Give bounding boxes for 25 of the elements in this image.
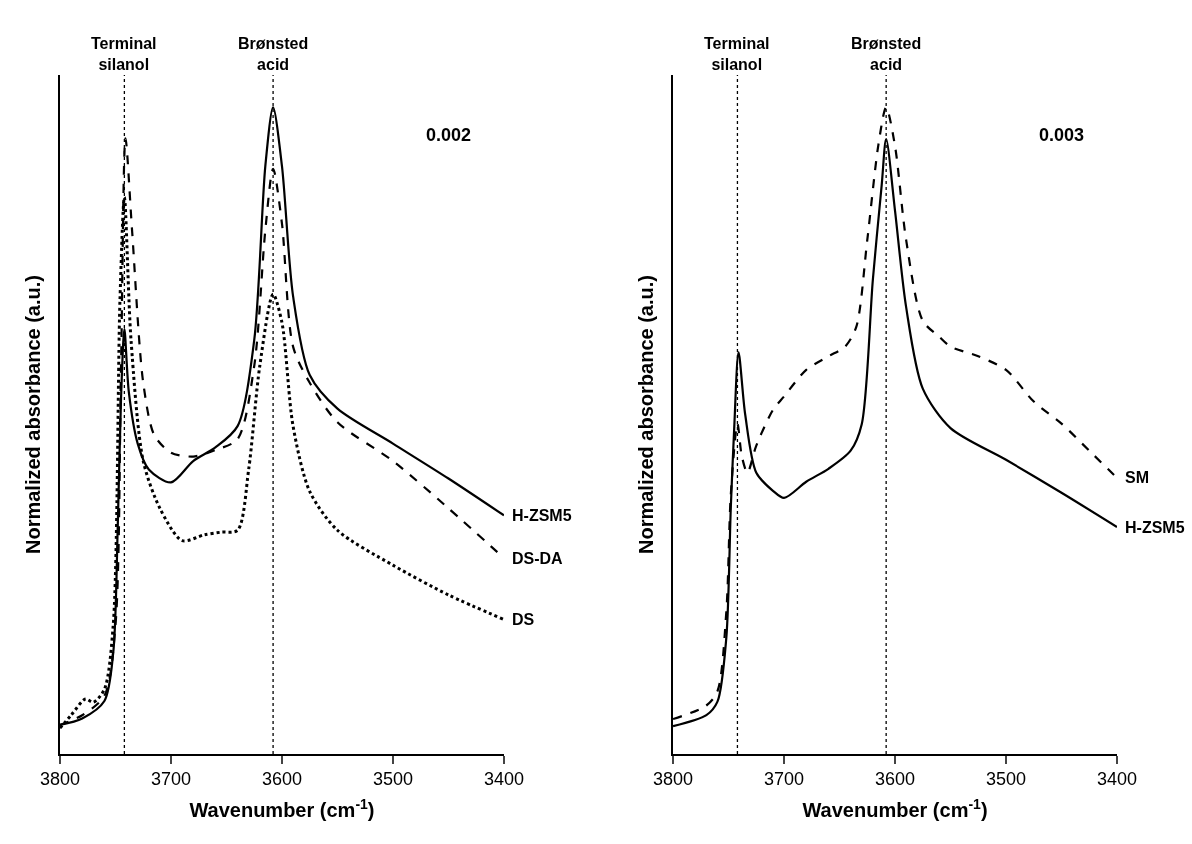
x-tick-label: 3400	[1096, 769, 1138, 790]
y-axis-title: Normalized absorbance (a.u.)	[22, 275, 45, 554]
x-tick-label: 3600	[261, 769, 302, 790]
x-tick-label: 3800	[39, 769, 81, 790]
series-label: DS	[512, 611, 535, 628]
ref-line-label: Brønsted acid	[238, 35, 309, 73]
ref-line-label: Brønsted acid	[851, 35, 922, 73]
series-label: DS-DA	[512, 550, 564, 567]
annotation: 0.002	[426, 125, 472, 145]
x-tick-label: 3500	[986, 769, 1027, 790]
x-axis-title: Wavenumber (cm$^{-1}$)	[189, 795, 375, 822]
x-tick-label: 3700	[150, 769, 192, 790]
series-label: SM	[1125, 469, 1149, 486]
annotation: 0.003	[1039, 125, 1085, 145]
series-label: H-ZSM5	[512, 507, 572, 524]
ref-line-label: Terminal silanol	[91, 35, 157, 73]
y-axis-title: Normalized absorbance (a.u.)	[635, 275, 658, 554]
x-tick-label: 3800	[653, 769, 694, 790]
x-axis-title: Wavenumber (cm$^{-1}$)	[802, 795, 988, 822]
series-label: H-ZSM5	[1125, 519, 1185, 536]
x-tick-label: 3400	[483, 769, 524, 790]
x-tick-label: 3600	[875, 769, 916, 790]
x-tick-label: 3500	[372, 769, 413, 790]
x-tick-label: 3700	[764, 769, 805, 790]
ref-line-label: Terminal silanol	[704, 35, 770, 73]
